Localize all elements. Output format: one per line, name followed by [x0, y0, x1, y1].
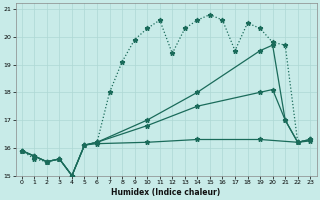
X-axis label: Humidex (Indice chaleur): Humidex (Indice chaleur) — [111, 188, 221, 197]
